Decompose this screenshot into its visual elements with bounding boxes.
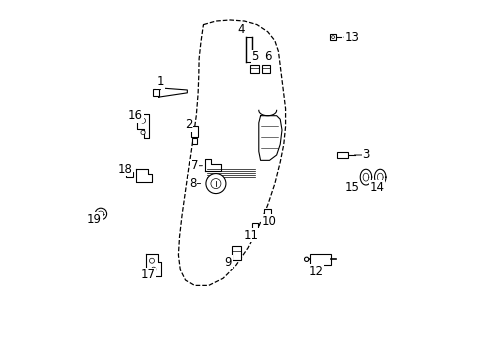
Circle shape <box>140 118 145 123</box>
Circle shape <box>151 267 156 271</box>
Polygon shape <box>205 158 221 171</box>
Bar <box>329 34 336 40</box>
Text: 2: 2 <box>185 118 192 131</box>
Bar <box>252 223 258 231</box>
Polygon shape <box>137 113 148 138</box>
Polygon shape <box>360 169 371 185</box>
Circle shape <box>331 36 334 39</box>
Polygon shape <box>135 169 152 182</box>
Bar <box>153 89 159 96</box>
Bar <box>264 208 271 219</box>
Text: 11: 11 <box>244 229 259 242</box>
Circle shape <box>304 257 308 261</box>
Circle shape <box>141 130 145 135</box>
Circle shape <box>95 208 106 220</box>
Text: 1: 1 <box>157 75 164 88</box>
Circle shape <box>98 211 103 217</box>
Text: 5: 5 <box>251 50 258 63</box>
Polygon shape <box>159 88 187 97</box>
Bar <box>231 247 241 260</box>
Text: 8: 8 <box>189 177 196 190</box>
Text: 6: 6 <box>264 50 271 63</box>
Bar <box>125 172 133 177</box>
Polygon shape <box>258 116 282 160</box>
Text: 15: 15 <box>344 181 358 194</box>
Polygon shape <box>374 169 385 185</box>
Text: 3: 3 <box>362 148 369 162</box>
Text: 14: 14 <box>368 181 384 194</box>
Circle shape <box>149 258 154 263</box>
Text: 19: 19 <box>87 213 102 226</box>
Bar <box>336 152 348 158</box>
Text: 9: 9 <box>224 256 232 269</box>
Text: 18: 18 <box>117 163 132 176</box>
Bar <box>250 65 258 73</box>
Bar <box>261 65 270 73</box>
Text: 13: 13 <box>344 31 358 44</box>
Polygon shape <box>146 254 160 276</box>
Circle shape <box>210 179 221 189</box>
Text: 4: 4 <box>237 23 244 36</box>
Bar <box>190 126 198 137</box>
Bar <box>191 138 197 144</box>
Bar <box>309 254 330 265</box>
Text: 10: 10 <box>262 215 276 228</box>
Text: 7: 7 <box>190 159 198 172</box>
Text: 16: 16 <box>128 109 143 122</box>
Circle shape <box>205 174 225 194</box>
Text: 17: 17 <box>140 268 155 281</box>
Text: 12: 12 <box>308 265 323 278</box>
